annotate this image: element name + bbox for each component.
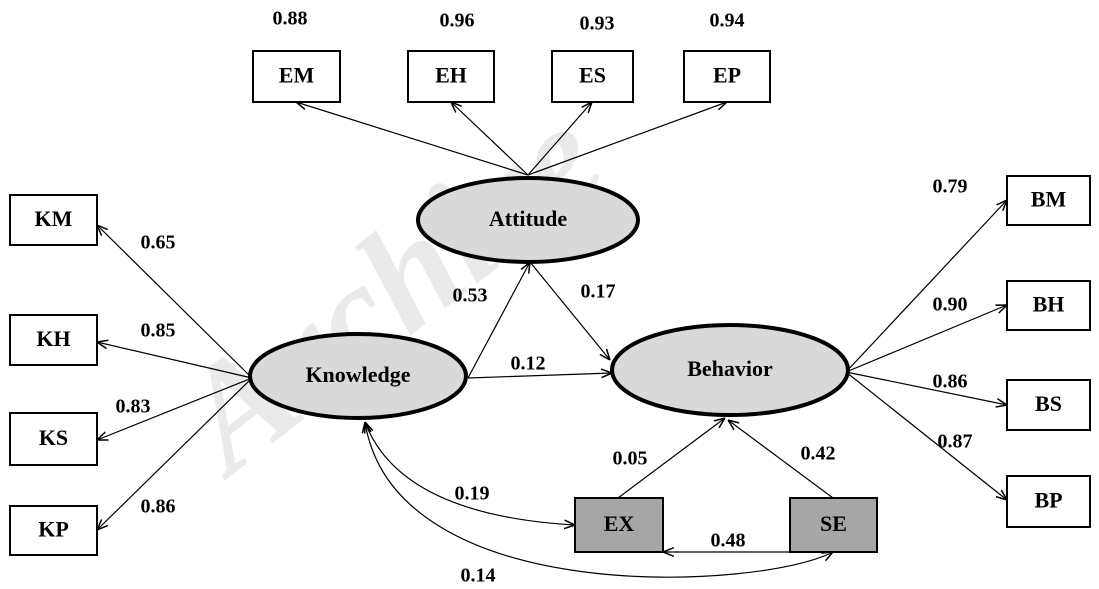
- edge: [365, 422, 833, 578]
- latent-node: [416, 176, 640, 264]
- edge-label: 0.86: [141, 496, 176, 518]
- edge: [365, 422, 575, 525]
- edge-label: 0.79: [933, 176, 968, 198]
- edge: [845, 305, 1007, 373]
- indicator-node: [252, 50, 341, 103]
- indicator-node: [789, 497, 878, 553]
- indicator-node: [9, 412, 98, 466]
- node-label: KH: [36, 326, 70, 351]
- edge-label: 0.94: [710, 10, 745, 32]
- edge-label: 0.19: [455, 483, 490, 505]
- indicator-node: [9, 505, 98, 556]
- node-label: Attitude: [489, 206, 567, 231]
- edge: [845, 371, 1007, 500]
- node-label: EM: [279, 63, 315, 88]
- node-label: Behavior: [687, 356, 773, 381]
- node-label: EX: [604, 511, 635, 536]
- edge: [296, 102, 529, 176]
- edge-label: 0.93: [580, 13, 615, 35]
- edge-label: 0.85: [141, 320, 176, 342]
- indicator-node: [9, 194, 98, 246]
- indicator-node: [1006, 475, 1091, 528]
- indicator-node: [1006, 280, 1091, 331]
- edge-label: 0.88: [273, 8, 308, 30]
- node-label: EH: [435, 63, 467, 88]
- node-label: KP: [38, 517, 69, 542]
- edge-label: 0.86: [933, 371, 968, 393]
- node-label: KS: [39, 425, 68, 450]
- edge-label: 0.65: [141, 232, 176, 254]
- edge: [845, 371, 1007, 405]
- node-label: Knowledge: [305, 362, 410, 387]
- node-label: KM: [35, 206, 73, 231]
- node-label: BS: [1035, 391, 1062, 416]
- edge-label: 0.17: [581, 281, 616, 303]
- node-label: SE: [820, 511, 847, 536]
- edge: [97, 377, 253, 440]
- edge-label: 0.53: [453, 285, 488, 307]
- node-label: BH: [1033, 292, 1065, 317]
- latent-node: [248, 332, 468, 420]
- indicator-node: [574, 497, 664, 553]
- edge: [529, 261, 610, 360]
- node-label: EP: [713, 63, 741, 88]
- node-label: ES: [579, 63, 606, 88]
- watermark: Archive: [143, 74, 632, 507]
- edge: [467, 373, 612, 379]
- indicator-node: [683, 50, 771, 103]
- edge: [451, 102, 529, 176]
- indicator-node: [551, 50, 634, 103]
- edge-label: 0.12: [511, 353, 546, 375]
- edge-label: 0.42: [801, 443, 836, 465]
- edge-label: 0.48: [711, 530, 746, 552]
- indicator-node: [407, 50, 495, 103]
- indicator-node: [9, 314, 98, 366]
- edge-label: 0.96: [440, 10, 475, 32]
- indicator-node: [1006, 175, 1091, 226]
- edge: [527, 102, 592, 176]
- edge: [97, 342, 253, 379]
- edge: [845, 200, 1007, 373]
- node-label: BM: [1031, 187, 1067, 212]
- edge: [97, 377, 253, 530]
- edge: [467, 262, 530, 379]
- indicator-node: [1006, 379, 1091, 431]
- edge: [527, 102, 727, 176]
- edge-label: 0.90: [933, 294, 968, 316]
- edge-label: 0.14: [461, 565, 496, 587]
- node-label: BP: [1034, 488, 1062, 513]
- edge-label: 0.83: [116, 396, 151, 418]
- edge: [97, 225, 253, 379]
- edge-label: 0.05: [613, 448, 648, 470]
- latent-node: [610, 323, 850, 417]
- edge-label: 0.87: [938, 431, 973, 453]
